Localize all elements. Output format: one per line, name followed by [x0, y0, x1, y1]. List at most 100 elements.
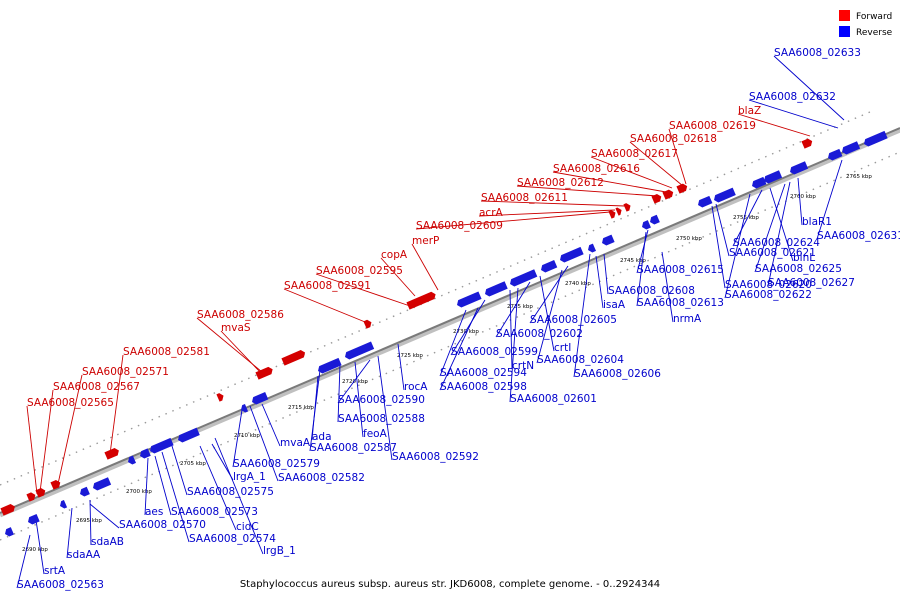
leader-line: [196, 317, 263, 373]
gene-label: SAA6008_02594: [440, 367, 527, 379]
leader-lines: [16, 55, 845, 589]
forward-gene: [406, 291, 436, 310]
gene-label: lrgA_1: [233, 471, 266, 483]
leader-line: [354, 361, 364, 438]
leader-line: [711, 205, 726, 289]
reverse-gene: [842, 141, 861, 155]
scale-tick-label: 2690 kbp: [22, 547, 48, 553]
gene-label: SAA6008_02587: [310, 442, 397, 454]
gene-label: SAA6008_02595: [316, 265, 403, 277]
gene-label: SAA6008_02620: [725, 279, 812, 291]
legend: Forward Reverse: [839, 10, 893, 38]
reverse-gene: [60, 499, 68, 509]
leader-line: [377, 355, 393, 461]
gene-label: SAA6008_02615: [637, 264, 724, 276]
leader-line: [509, 289, 513, 370]
reverse-gene: [588, 243, 597, 253]
gene-label: SAA6008_02588: [338, 413, 425, 425]
leader-line: [603, 253, 609, 295]
leader-line: [773, 55, 845, 121]
leader-line: [66, 507, 73, 559]
gene-label: mvaA: [280, 437, 311, 449]
leader-line: [261, 403, 281, 447]
forward-gene: [651, 193, 662, 204]
leader-line: [26, 405, 38, 495]
gene-label: SAA6008_02601: [510, 393, 597, 405]
leader-line: [797, 177, 803, 226]
legend-forward-swatch: [839, 10, 850, 21]
gene-label: SAA6008_02622: [725, 289, 812, 301]
gene-label: SAA6008_02563: [17, 579, 104, 591]
leader-line: [315, 273, 411, 307]
forward-gene: [0, 503, 15, 516]
gene-label: acrA: [479, 207, 504, 219]
leader-line: [552, 171, 667, 193]
forward-gene: [608, 210, 616, 219]
reverse-gene: [698, 195, 713, 208]
reverse-gene: [457, 291, 482, 308]
forward-gene: [623, 203, 631, 212]
leader-line: [57, 374, 83, 485]
scale-tick-label: 2715 kbp: [288, 405, 314, 411]
scale-tick-label: 2700 kbp: [126, 489, 152, 495]
leader-line: [629, 141, 684, 187]
leader-line: [573, 253, 591, 378]
leader-line: [16, 534, 31, 589]
leader-line: [480, 200, 626, 207]
leader-line: [509, 287, 519, 403]
forward-gene: [615, 207, 622, 216]
gene-label: SAA6008_02633: [774, 47, 861, 59]
leader-line: [154, 455, 172, 516]
leader-line: [89, 503, 120, 529]
gene-label: blaR1: [802, 216, 832, 228]
gene-label: SAA6008_02582: [278, 472, 365, 484]
reverse-gene: [828, 148, 843, 161]
leader-line: [39, 389, 54, 493]
scale-tick-label: 2725 kbp: [397, 353, 423, 359]
gene-label: SAA6008_02604: [537, 354, 624, 366]
legend-forward-label: Forward: [856, 12, 892, 22]
leader-line: [309, 369, 321, 452]
forward-gene: [662, 189, 674, 200]
leader-line: [732, 189, 763, 247]
reverse-gene: [560, 246, 584, 263]
gene-label: cidC: [236, 521, 259, 533]
gene-label: SAA6008_02598: [440, 381, 527, 393]
gene-label: lrgB_1: [263, 545, 296, 557]
leader-line: [539, 275, 555, 352]
gene-label: blaZ: [738, 105, 761, 117]
leader-line: [715, 203, 730, 257]
gene-label: SAA6008_02608: [608, 285, 695, 297]
gene-label: SAA6008_02612: [517, 177, 604, 189]
gene-labels: SAA6008_02565 SAA6008_02567 SAA6008_02571 S…: [17, 47, 900, 591]
gene-label: sdaAB: [91, 536, 124, 548]
leader-line: [595, 255, 604, 309]
leader-line: [397, 343, 405, 391]
gene-label: SAA6008_02592: [392, 451, 479, 463]
leader-line: [199, 445, 237, 531]
forward-gene: [801, 138, 813, 149]
leader-line: [754, 183, 786, 273]
gene-label: SAA6008_02606: [574, 368, 661, 380]
reverse-gene: [510, 269, 538, 287]
leader-line: [495, 281, 531, 338]
scale-tick-label: 2720 kbp: [342, 379, 368, 385]
forward-gene: [255, 366, 273, 380]
gene-label: SAA6008_02631: [817, 230, 900, 242]
gene-label: SAA6008_02570: [119, 519, 206, 531]
reverse-gene: [28, 513, 40, 525]
leader-line: [415, 211, 611, 230]
reverse-gene: [345, 341, 375, 360]
gene-label: SAA6008_02586: [197, 309, 284, 321]
gene-label: isaA: [603, 299, 626, 311]
scale-tick-label: 2745 kbp: [620, 258, 646, 264]
gene-label: sdaAA: [67, 549, 101, 561]
gene-label: crtN: [512, 360, 534, 372]
gene-label: merP: [412, 235, 439, 247]
scale-tick-label: 2750 kbp: [676, 236, 702, 242]
scale-tick-label: 2765 kbp: [846, 174, 872, 180]
leader-line: [161, 451, 190, 543]
gene-label: feoA: [363, 428, 388, 440]
gene-label: SAA6008_02616: [553, 163, 640, 175]
leader-line: [109, 354, 124, 455]
